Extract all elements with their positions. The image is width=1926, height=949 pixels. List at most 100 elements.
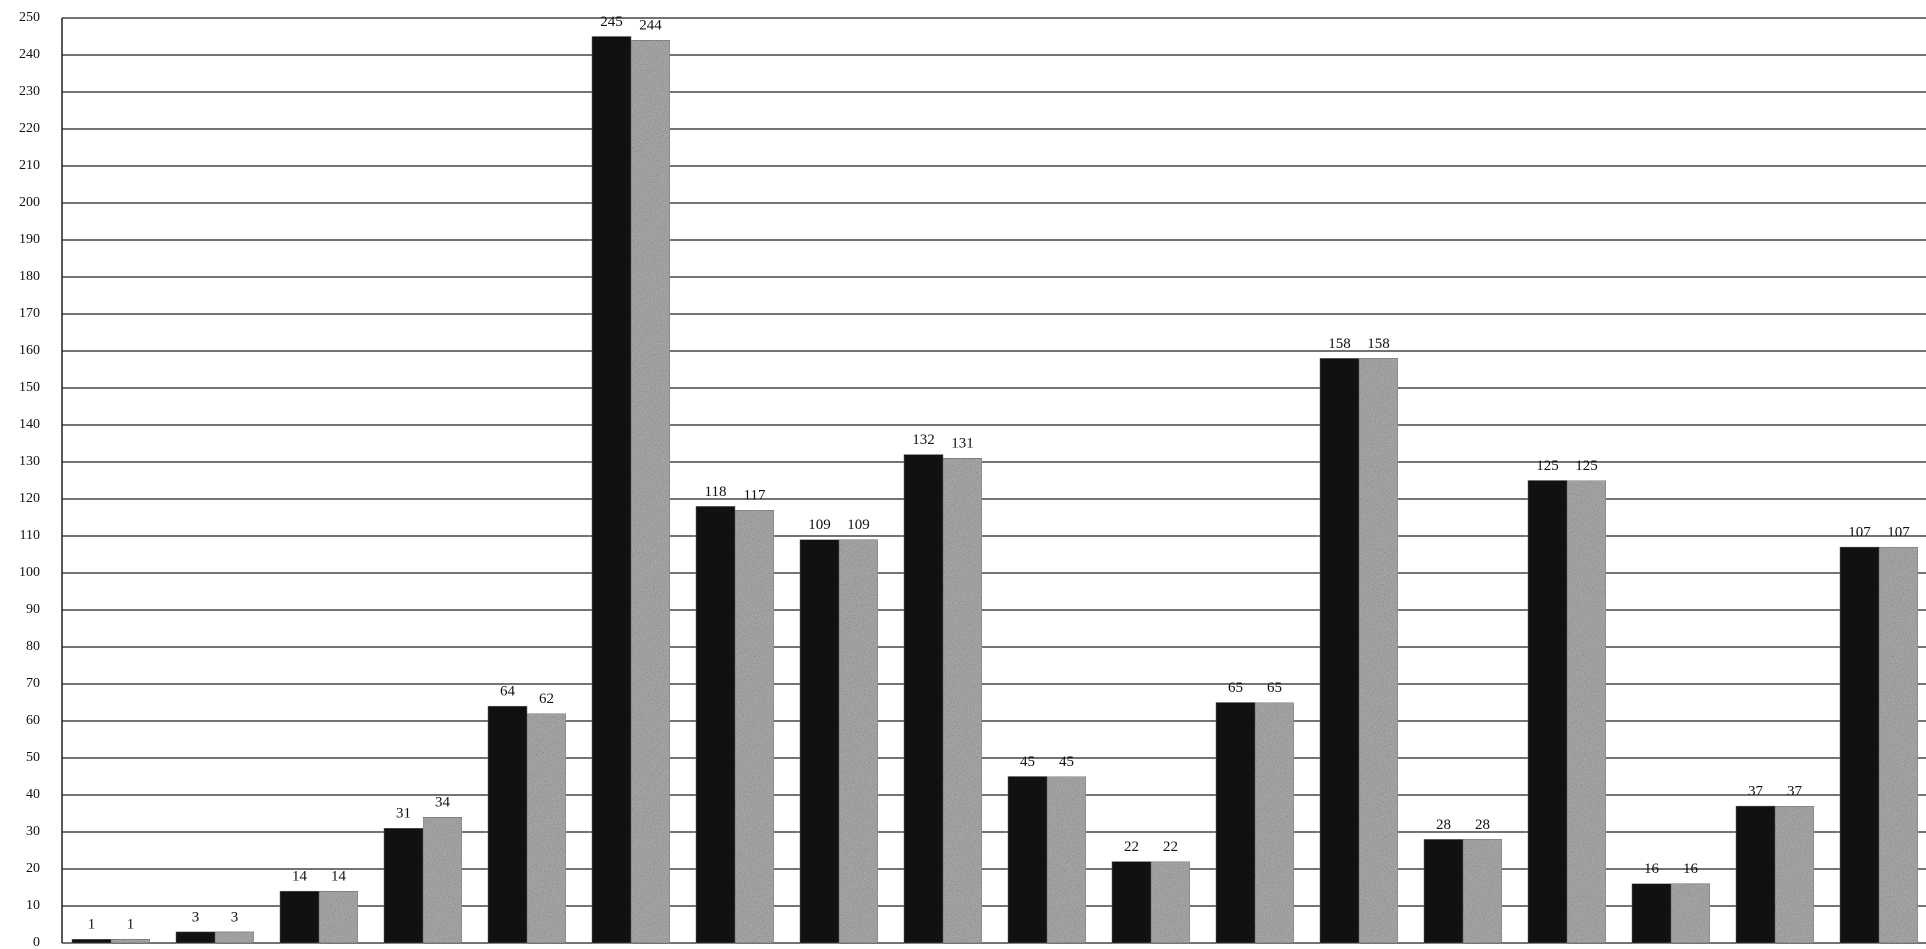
y-tick-label: 100 — [19, 565, 40, 580]
data-label: 158 — [1328, 336, 1351, 352]
data-label: 14 — [292, 869, 308, 885]
data-label: 22 — [1124, 839, 1139, 855]
y-tick-label: 50 — [26, 750, 40, 765]
bar — [734, 509, 775, 944]
y-tick-label: 250 — [19, 10, 40, 25]
y-tick-label: 120 — [19, 491, 40, 506]
bar — [1527, 480, 1568, 944]
bar — [838, 539, 879, 944]
bar — [942, 458, 983, 944]
y-tick-label: 190 — [19, 232, 40, 247]
data-label: 244 — [639, 18, 662, 34]
bar — [799, 539, 840, 944]
bar — [318, 890, 359, 944]
data-label: 158 — [1367, 336, 1390, 352]
data-label: 16 — [1683, 861, 1699, 877]
y-tick-label: 130 — [19, 454, 40, 469]
bar — [214, 931, 255, 944]
bar — [526, 713, 567, 944]
data-label: 28 — [1475, 817, 1490, 833]
data-label: 109 — [847, 517, 870, 533]
data-label: 37 — [1748, 784, 1764, 800]
y-tick-label: 60 — [26, 713, 40, 728]
bar — [110, 939, 151, 944]
y-tick-label: 110 — [20, 528, 40, 543]
data-label: 131 — [951, 436, 974, 452]
y-tick-label: 0 — [33, 935, 40, 949]
bar — [1254, 702, 1295, 944]
bar — [1111, 861, 1152, 944]
bar — [1007, 776, 1048, 944]
data-label: 34 — [435, 795, 451, 811]
data-label: 37 — [1787, 784, 1803, 800]
y-tick-label: 80 — [26, 639, 40, 654]
data-label: 65 — [1267, 680, 1282, 696]
data-label: 245 — [600, 14, 623, 30]
data-label: 14 — [331, 869, 347, 885]
data-label: 117 — [744, 488, 766, 504]
data-label: 45 — [1020, 754, 1035, 770]
data-label: 3 — [231, 909, 239, 925]
bar — [1839, 546, 1880, 944]
data-label: 45 — [1059, 754, 1074, 770]
bar — [279, 890, 320, 944]
y-tick-label: 10 — [26, 898, 40, 913]
data-label: 125 — [1536, 458, 1559, 474]
data-label: 31 — [396, 806, 411, 822]
y-tick-label: 20 — [26, 861, 40, 876]
y-tick-label: 150 — [19, 380, 40, 395]
data-label: 62 — [539, 691, 554, 707]
bar — [175, 931, 216, 944]
bar — [1423, 839, 1464, 944]
y-tick-label: 220 — [19, 121, 40, 136]
y-tick-label: 210 — [19, 158, 40, 173]
bar — [1215, 702, 1256, 944]
bar — [1150, 861, 1191, 944]
data-label: 64 — [500, 684, 516, 700]
data-label: 22 — [1163, 839, 1178, 855]
bar — [1774, 805, 1815, 944]
y-tick-label: 70 — [26, 676, 40, 691]
bar — [1735, 805, 1776, 944]
y-tick-label: 90 — [26, 602, 40, 617]
bar — [1566, 480, 1607, 944]
bar — [1670, 883, 1711, 944]
data-label: 109 — [808, 517, 831, 533]
data-label: 28 — [1436, 817, 1451, 833]
bar — [630, 39, 671, 944]
y-tick-label: 40 — [26, 787, 40, 802]
data-label: 1 — [127, 917, 135, 933]
bar — [422, 816, 463, 944]
data-label: 16 — [1644, 861, 1660, 877]
y-tick-label: 180 — [19, 269, 40, 284]
data-label: 132 — [912, 432, 935, 448]
data-label: 125 — [1575, 458, 1598, 474]
bar — [1631, 883, 1672, 944]
bar — [487, 705, 528, 944]
bar — [1319, 358, 1360, 944]
data-label: 65 — [1228, 680, 1243, 696]
data-label: 107 — [1887, 525, 1910, 541]
bar — [383, 828, 424, 944]
data-label: 118 — [705, 484, 727, 500]
data-label: 3 — [192, 909, 200, 925]
bar — [71, 939, 112, 944]
bar — [1462, 839, 1503, 944]
data-label: 107 — [1848, 525, 1871, 541]
y-tick-label: 230 — [19, 84, 40, 99]
y-tick-label: 30 — [26, 824, 40, 839]
bar — [1878, 546, 1919, 944]
bar — [1046, 776, 1087, 944]
y-tick-label: 160 — [19, 343, 40, 358]
data-label: 1 — [88, 917, 96, 933]
bar — [1358, 358, 1399, 944]
y-tick-label: 140 — [19, 417, 40, 432]
bar — [903, 454, 944, 944]
y-tick-label: 240 — [19, 47, 40, 62]
bar — [591, 36, 632, 944]
y-tick-label: 170 — [19, 306, 40, 321]
y-tick-label: 200 — [19, 195, 40, 210]
bar — [695, 506, 736, 944]
